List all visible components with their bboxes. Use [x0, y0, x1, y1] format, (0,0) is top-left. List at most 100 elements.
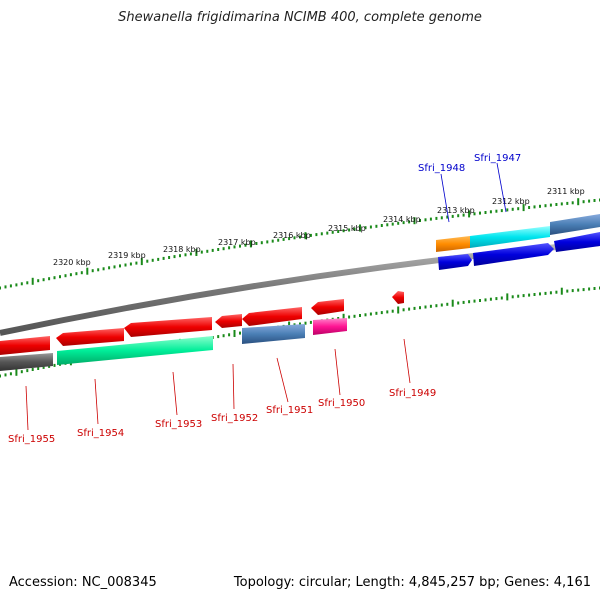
- minor-tick: [309, 233, 312, 237]
- scale-label: 2313 kbp: [437, 206, 475, 215]
- minor-tick: [37, 279, 40, 283]
- major-tick: [140, 258, 143, 266]
- gene-feature-gray[interactable]: [0, 353, 53, 371]
- minor-tick: [91, 269, 94, 273]
- minor-tick: [571, 289, 574, 293]
- minor-tick: [522, 294, 525, 298]
- minor-tick: [544, 204, 547, 208]
- minor-tick: [413, 306, 416, 310]
- minor-tick: [375, 224, 378, 228]
- minor-tick: [53, 363, 56, 367]
- scale-label: 2317 kbp: [218, 238, 256, 247]
- gene-label-sfri-1952[interactable]: Sfri_1952: [211, 413, 258, 424]
- minor-tick: [9, 372, 12, 376]
- minor-tick: [293, 236, 296, 240]
- gene-arrow-blue-2[interactable]: [473, 243, 554, 266]
- minor-tick: [266, 240, 269, 244]
- gene-arrow-blue-1[interactable]: [438, 254, 472, 270]
- minor-tick: [0, 286, 1, 290]
- gene-label-sfri-1950[interactable]: Sfri_1950: [318, 398, 365, 409]
- minor-tick: [588, 199, 591, 203]
- gene-feature-orange[interactable]: [436, 236, 470, 252]
- minor-tick: [391, 222, 394, 226]
- minor-tick: [451, 214, 454, 218]
- gene-label-sfri-1954[interactable]: Sfri_1954: [77, 428, 124, 439]
- minor-tick: [342, 229, 345, 233]
- gene-label-sfri-1947[interactable]: Sfri_1947: [474, 153, 521, 164]
- gene-feature-cyan[interactable]: [470, 226, 550, 248]
- minor-tick: [582, 200, 585, 204]
- gene-arrow-red-1952[interactable]: [215, 314, 242, 328]
- minor-tick: [435, 216, 438, 220]
- minor-tick: [566, 289, 569, 293]
- minor-tick: [64, 274, 67, 278]
- minor-tick: [315, 233, 318, 237]
- minor-tick: [457, 301, 460, 305]
- major-tick: [397, 306, 400, 314]
- gene-feature-steel[interactable]: [550, 214, 600, 235]
- minor-tick: [544, 291, 547, 295]
- major-tick: [195, 249, 198, 256]
- gene-arrow-red-1949[interactable]: [392, 291, 404, 304]
- minor-tick: [337, 230, 340, 233]
- minor-tick: [9, 284, 12, 288]
- minor-tick: [239, 331, 241, 335]
- minor-tick: [299, 322, 301, 326]
- gene-arrow-red-1953[interactable]: [124, 317, 212, 337]
- minor-tick: [20, 370, 23, 374]
- minor-tick: [566, 201, 569, 205]
- minor-tick: [484, 298, 487, 302]
- minor-tick: [337, 317, 340, 320]
- minor-tick: [211, 248, 214, 252]
- minor-tick: [348, 315, 351, 319]
- accession-text: Accession: NC_008345: [9, 575, 157, 590]
- minor-tick: [288, 237, 291, 241]
- minor-tick: [511, 295, 514, 299]
- gene-feature-magenta[interactable]: [313, 318, 347, 335]
- gene-label-sfri-1949[interactable]: Sfri_1949: [389, 388, 436, 399]
- gene-label-sfri-1953[interactable]: Sfri_1953: [155, 419, 202, 430]
- minor-tick: [440, 216, 443, 220]
- minor-tick: [539, 204, 541, 208]
- major-tick: [342, 313, 345, 321]
- forward-strand-features: [436, 214, 600, 270]
- scale-label: 2314 kbp: [383, 215, 421, 224]
- gene-arrow-red-1951[interactable]: [242, 307, 302, 326]
- minor-tick: [582, 288, 585, 292]
- gene-arrow-red-1954[interactable]: [56, 328, 124, 346]
- scale-label: 2311 kbp: [547, 187, 585, 196]
- major-tick: [413, 217, 416, 225]
- minor-tick: [179, 254, 181, 258]
- minor-tick: [424, 305, 427, 309]
- minor-tick: [539, 292, 541, 296]
- minor-tick: [555, 203, 558, 206]
- minor-tick: [533, 293, 536, 296]
- gene-arrow-red-1950[interactable]: [311, 299, 344, 315]
- gene-arrow-red-1955[interactable]: [0, 336, 50, 355]
- minor-tick: [380, 224, 383, 227]
- gene-feature-steel-2[interactable]: [242, 324, 305, 344]
- gene-arrow-blue-3[interactable]: [554, 232, 600, 252]
- minor-tick: [53, 276, 56, 280]
- minor-tick: [206, 249, 209, 253]
- minor-tick: [429, 304, 432, 308]
- minor-tick: [446, 215, 449, 219]
- minor-tick: [277, 238, 280, 242]
- minor-tick: [440, 303, 443, 307]
- major-tick: [31, 277, 34, 285]
- minor-tick: [102, 267, 105, 271]
- minor-tick: [108, 266, 111, 270]
- scale-label: 2318 kbp: [163, 245, 201, 254]
- gene-label-sfri-1951[interactable]: Sfri_1951: [266, 405, 313, 416]
- gene-label-sfri-1948[interactable]: Sfri_1948: [418, 163, 465, 174]
- minor-tick: [402, 221, 405, 225]
- map-title: Shewanella frigidimarina NCIMB 400, comp…: [118, 10, 482, 25]
- minor-tick: [489, 297, 492, 301]
- minor-tick: [489, 210, 492, 214]
- minor-tick: [42, 365, 45, 369]
- minor-tick: [468, 300, 471, 304]
- scale-label: 2316 kbp: [273, 231, 311, 240]
- gene-label-sfri-1955[interactable]: Sfri_1955: [8, 434, 55, 445]
- minor-tick: [228, 246, 231, 250]
- gene-feature-green[interactable]: [57, 336, 213, 365]
